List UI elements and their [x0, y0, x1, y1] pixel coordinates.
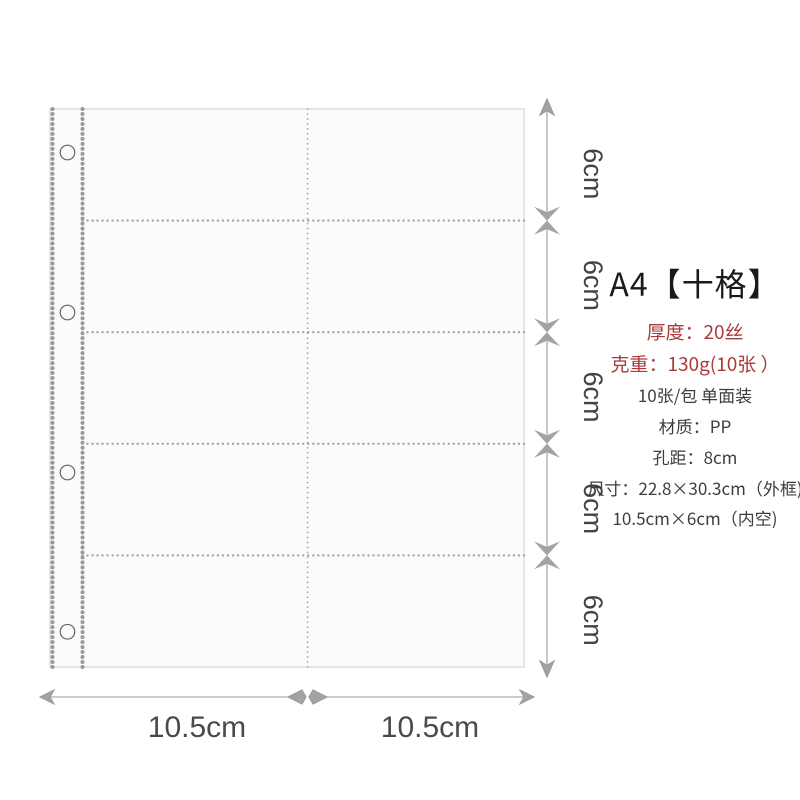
svg-text:6cm: 6cm — [578, 595, 608, 646]
svg-text:6cm: 6cm — [578, 148, 608, 199]
svg-text:6cm: 6cm — [578, 371, 608, 422]
svg-text:6cm: 6cm — [578, 260, 608, 311]
